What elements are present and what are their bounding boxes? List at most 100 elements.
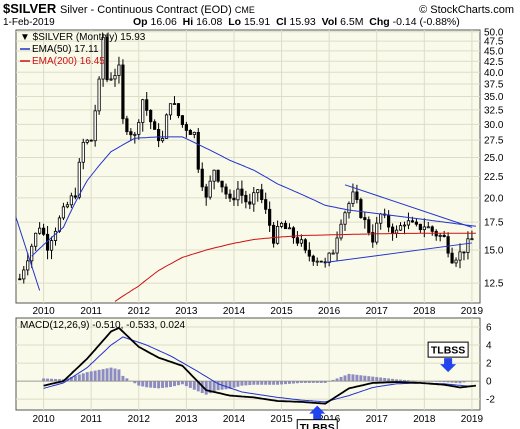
trendline	[344, 184, 473, 228]
candle-body	[224, 186, 228, 195]
price-panel	[15, 29, 481, 304]
candle-body	[30, 245, 34, 262]
candle-body	[81, 141, 85, 163]
macd-histogram-bar	[442, 381, 446, 383]
macd-histogram-bar	[395, 379, 399, 382]
price-y-tick-label: 12.5	[484, 279, 504, 290]
candle-body	[101, 36, 105, 80]
macd-histogram-bar	[287, 381, 291, 384]
candle-body	[394, 229, 399, 234]
candle-body	[133, 133, 137, 136]
macd-histogram-bar	[141, 381, 145, 387]
macd-histogram-bar	[236, 381, 240, 387]
candle-body	[327, 252, 331, 263]
candle-body	[22, 269, 26, 280]
candle-body	[65, 204, 69, 208]
macd-histogram-bar	[276, 381, 280, 385]
macd-histogram-bar	[315, 381, 319, 383]
macd-histogram-bar	[212, 381, 216, 392]
macd-histogram-bar	[204, 381, 208, 395]
macd-histogram-bar	[196, 381, 200, 392]
macd-histogram-bar	[248, 381, 252, 386]
candle-body	[236, 188, 240, 201]
macd-histogram-bar	[121, 375, 125, 382]
macd-y-tick-label: -2	[486, 395, 495, 406]
price-y-tick-label: 25.0	[484, 153, 504, 164]
ohlc-stats: Op 16.06 Hi 16.08 Lo 15.91 Cl 15.93 Vol …	[133, 16, 460, 28]
candle-body	[117, 64, 121, 76]
candle-body	[363, 217, 367, 221]
price-y-tick-label: 50.0	[484, 27, 504, 38]
macd-histogram-bar	[284, 381, 288, 385]
macd-y-tick-label: 4	[486, 341, 492, 352]
price-y-tick-label: 20.0	[484, 193, 504, 204]
legend-price-label: ▼ $SILVER (Monthly) 15.93	[20, 32, 146, 43]
annotation-label: TLBBS	[300, 422, 335, 429]
candle-body	[73, 195, 77, 198]
ema200-line	[114, 232, 476, 302]
macd-histogram-bar	[355, 374, 359, 382]
candle-body	[351, 191, 355, 204]
macd-histogram-bar	[260, 381, 264, 385]
candle-body	[466, 238, 470, 253]
macd-histogram-bar	[319, 381, 323, 383]
candle-body	[450, 252, 454, 264]
candle-body	[414, 221, 418, 225]
macd-x-tick-label: 2012	[128, 414, 151, 425]
price-y-tick-label: 15.0	[484, 246, 504, 257]
macd-histogram-bar	[383, 377, 387, 382]
macd-histogram-bar	[149, 381, 153, 388]
quote-date: 1-Feb-2019	[3, 17, 55, 28]
candle-body	[172, 103, 177, 105]
candle-body	[283, 222, 288, 230]
legend-ema200-label: EMA(200) 16.45	[32, 56, 105, 67]
candle-body	[26, 260, 30, 271]
candle-body	[129, 131, 133, 136]
macd-x-tick-label: 2010	[32, 414, 55, 425]
candle-body	[248, 201, 252, 205]
macd-histogram-bar	[371, 376, 375, 382]
candle-body	[200, 168, 204, 188]
candle-body	[458, 251, 462, 261]
candle-body	[125, 118, 129, 133]
price-x-tick-label: 2014	[223, 306, 246, 317]
macd-histogram-bar	[406, 380, 410, 382]
candle-body	[367, 219, 371, 233]
macd-histogram-bar	[323, 381, 327, 383]
macd-histogram-bar	[299, 381, 303, 383]
candle-body	[307, 249, 311, 257]
candle-body	[176, 103, 181, 117]
macd-histogram-bar	[192, 381, 196, 390]
candle-body	[359, 199, 363, 218]
macd-histogram-bar	[113, 368, 117, 382]
macd-x-tick-label: 2015	[270, 414, 293, 425]
macd-histogram-bar	[54, 378, 57, 382]
macd-histogram-bar	[105, 368, 109, 382]
macd-histogram-bar	[458, 381, 462, 384]
macd-histogram-bar	[343, 375, 347, 382]
candle-body	[145, 99, 149, 111]
macd-histogram-bar	[216, 381, 220, 391]
macd-histogram-bar	[295, 381, 299, 384]
price-x-tick-label: 2019	[461, 306, 484, 317]
macd-histogram-bar	[228, 381, 232, 389]
candle-body	[260, 189, 264, 200]
candle-body	[252, 192, 256, 205]
price-y-tick-label: 37.5	[484, 79, 504, 90]
macd-histogram-bar	[188, 381, 192, 388]
macd-histogram-bar	[351, 374, 355, 382]
candle-body	[462, 251, 466, 254]
macd-histogram-bar	[69, 376, 73, 382]
macd-histogram-bar	[272, 381, 276, 385]
candle-body	[418, 223, 422, 231]
macd-panel	[15, 317, 481, 411]
candle-body	[315, 260, 319, 263]
price-y-tick-label: 27.5	[484, 136, 504, 147]
candle-body	[149, 109, 153, 123]
macd-histogram-bar	[375, 377, 379, 382]
macd-x-tick-label: 2017	[366, 414, 389, 425]
candle-body	[355, 191, 359, 200]
candle-body	[212, 169, 216, 182]
candle-body	[157, 129, 161, 142]
